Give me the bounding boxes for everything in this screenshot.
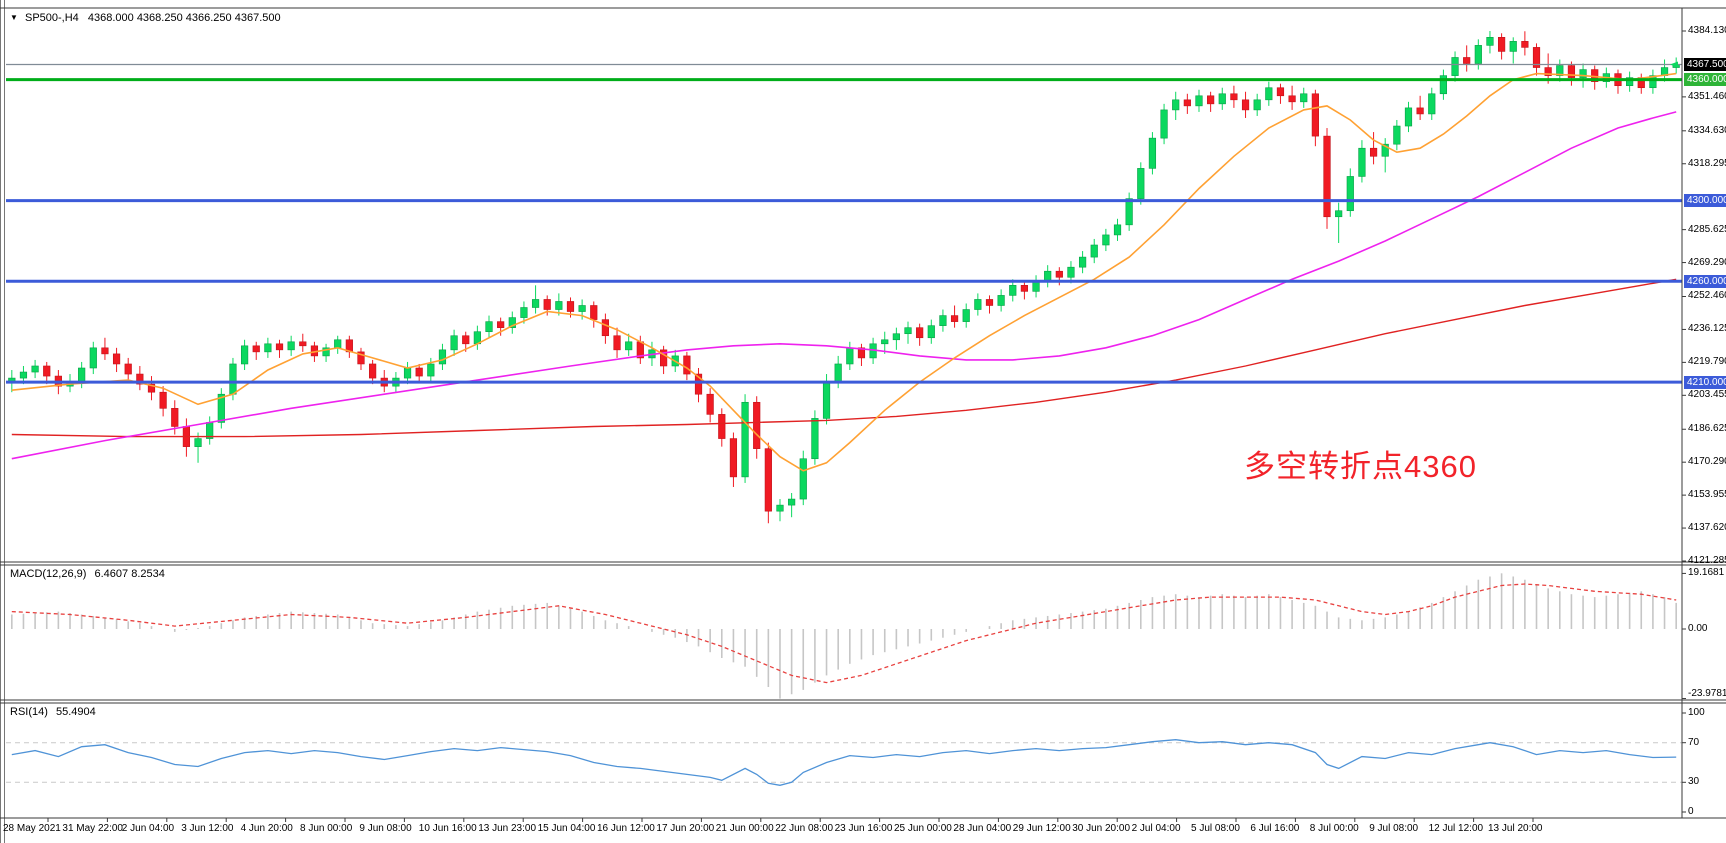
time-axis-label: 28 Jun 04:00 (953, 823, 1012, 834)
price-axis-label: 4252.460 (1688, 290, 1726, 302)
time-axis-label: 31 May 22:00 (62, 823, 123, 834)
price-axis-label: 4318.295 (1688, 157, 1726, 169)
quote-low: 4366.250 (185, 12, 232, 24)
time-axis-label: 23 Jun 16:00 (834, 823, 893, 834)
time-axis-label: 12 Jul 12:00 (1428, 823, 1484, 834)
price-axis-label: 4203.455 (1688, 389, 1726, 401)
ma-mid-magenta-line (11, 111, 1677, 460)
time-axis-label: 28 May 2021 (3, 823, 61, 834)
macd-axis-label: 0.00 (1688, 623, 1708, 634)
horizontal-level-lines (6, 63, 1682, 384)
time-axis-label: 6 Jul 16:00 (1250, 823, 1300, 834)
macd-axis-label: -23.9781 (1688, 688, 1726, 699)
macd-value-main: 6.4607 (94, 568, 129, 580)
rsi-levels (6, 742, 1682, 783)
chart-header: ▼ SP500-,H4 4368.000 4368.250 4366.250 4… (10, 11, 281, 25)
time-axis-label: 13 Jun 23:00 (478, 823, 537, 834)
price-axis-label: 4170.290 (1688, 456, 1726, 468)
time-axis-label: 3 Jun 12:00 (181, 823, 234, 834)
price-axis-label: 4137.620 (1688, 522, 1726, 534)
price-axis-label: 4186.625 (1688, 423, 1726, 435)
rsi-axis-label: 0 (1688, 806, 1694, 817)
price-axis-label: 4285.625 (1688, 223, 1726, 235)
time-axis-label: 17 Jun 20:00 (656, 823, 715, 834)
window-left-edge-inner (4, 0, 5, 843)
time-axis-label: 2 Jul 04:00 (1131, 823, 1181, 834)
chart-annotation-text: 多空转折点4360 (1244, 449, 1477, 484)
price-axis-label: 4351.460 (1688, 90, 1726, 102)
ma-fast-orange-line (11, 72, 1677, 472)
macd-signal-line (11, 583, 1677, 684)
macd-title: MACD(12,26,9) (10, 568, 87, 580)
macd-value-signal: 8.2534 (131, 568, 165, 580)
price-level-badge: 4300.000 (1684, 194, 1726, 208)
ma-slow-red-line (11, 278, 1677, 438)
time-axis-label: 13 Jul 20:00 (1488, 823, 1543, 834)
rsi-line (11, 739, 1677, 786)
time-axis-label: 15 Jun 04:00 (537, 823, 596, 834)
time-axis-label: 10 Jun 16:00 (418, 823, 477, 834)
price-level-badge: 4367.500 (1684, 58, 1726, 72)
window-left-edge (0, 0, 1, 843)
macd-header: MACD(12,26,9) 6.4607 8.2534 (10, 568, 165, 581)
time-axis-label: 9 Jul 08:00 (1369, 823, 1419, 834)
time-axis-label: 4 Jun 20:00 (240, 823, 293, 834)
price-level-badge: 4360.000 (1684, 73, 1726, 87)
quote-high: 4368.250 (136, 12, 183, 24)
price-axis-label: 4269.290 (1688, 256, 1726, 268)
time-axis-label: 16 Jun 12:00 (597, 823, 655, 834)
time-axis-label: 2 Jun 04:00 (121, 823, 175, 834)
time-axis-label: 21 Jun 00:00 (715, 823, 774, 834)
macd-histogram (11, 573, 1677, 699)
symbol-timeframe-label: SP500-,H4 (24, 12, 79, 24)
time-axis-label: 9 Jun 08:00 (359, 823, 412, 834)
time-axis-label: 5 Jul 08:00 (1191, 823, 1240, 834)
rsi-header: RSI(14) 55.4904 (10, 706, 96, 719)
macd-axis-label: 19.1681 (1688, 567, 1725, 579)
time-axis-label: 29 Jun 12:00 (1012, 823, 1071, 834)
time-axis-label: 30 Jun 20:00 (1072, 823, 1131, 834)
time-axis-label: 8 Jul 00:00 (1309, 823, 1359, 834)
rsi-value: 55.4904 (55, 706, 96, 718)
time-axis-label: 25 Jun 00:00 (894, 823, 952, 834)
price-axis-label: 4153.955 (1688, 489, 1726, 501)
time-axis-label: 8 Jun 00:00 (300, 823, 353, 834)
quote-close: 4367.500 (234, 12, 281, 24)
last-price-marker (1670, 61, 1678, 68)
price-level-badge: 4210.000 (1684, 375, 1726, 389)
price-axis-label: 4121.285 (1688, 555, 1726, 566)
rsi-axis-label: 30 (1688, 776, 1700, 788)
rsi-axis-label: 100 (1688, 707, 1705, 718)
price-axis-label: 4384.130 (1688, 25, 1726, 36)
price-axis-label: 4334.630 (1688, 124, 1726, 136)
price-level-badge: 4260.000 (1684, 274, 1726, 288)
rsi-axis-label: 70 (1688, 736, 1700, 748)
time-axis-label: 22 Jun 08:00 (775, 823, 834, 834)
price-axis-label: 4219.790 (1688, 356, 1726, 368)
symbol-dropdown-icon[interactable]: ▼ (10, 13, 18, 22)
panel-borders (0, 7, 1726, 822)
rsi-title: RSI(14) (10, 706, 48, 718)
price-axis-label: 4236.125 (1688, 323, 1726, 335)
quote-open: 4368.000 (87, 12, 134, 24)
